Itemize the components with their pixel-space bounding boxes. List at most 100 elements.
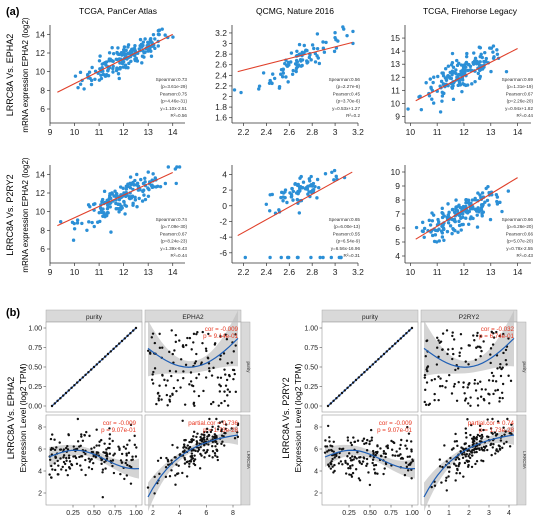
data-point bbox=[507, 337, 510, 340]
data-point bbox=[200, 433, 203, 436]
data-point bbox=[478, 424, 482, 428]
data-point bbox=[288, 191, 292, 195]
data-point bbox=[225, 378, 229, 382]
data-point bbox=[351, 455, 354, 458]
y-tick-label: 4 bbox=[395, 251, 400, 261]
data-point bbox=[475, 460, 479, 463]
data-point bbox=[466, 68, 470, 73]
data-point bbox=[492, 336, 496, 339]
y-tick-label: 14 bbox=[36, 29, 46, 39]
data-point bbox=[368, 365, 372, 369]
data-point bbox=[193, 362, 197, 365]
data-point bbox=[372, 451, 375, 455]
data-point bbox=[286, 60, 291, 65]
stats-text: (p=5.07e-20) bbox=[507, 239, 534, 244]
data-point bbox=[198, 467, 202, 470]
data-point bbox=[134, 455, 138, 458]
data-point bbox=[424, 81, 428, 85]
data-point bbox=[290, 186, 294, 191]
data-point bbox=[439, 229, 444, 233]
data-point bbox=[87, 70, 92, 74]
data-point bbox=[503, 433, 506, 436]
data-point bbox=[264, 202, 269, 206]
data-point bbox=[446, 202, 450, 206]
data-point bbox=[182, 376, 185, 380]
data-point bbox=[337, 255, 342, 260]
data-point bbox=[480, 191, 485, 195]
data-point bbox=[479, 346, 482, 349]
data-point bbox=[492, 392, 495, 396]
data-point bbox=[501, 446, 504, 450]
data-point bbox=[224, 431, 227, 435]
data-point bbox=[476, 404, 480, 407]
data-point bbox=[156, 29, 161, 33]
data-point bbox=[234, 344, 237, 347]
data-point bbox=[183, 439, 186, 442]
data-point bbox=[67, 456, 71, 460]
data-point bbox=[207, 443, 210, 446]
data-point bbox=[182, 443, 186, 446]
data-point bbox=[445, 460, 448, 463]
data-point bbox=[328, 440, 331, 443]
y-axis-label-b-right: Expression Level (log2 TPM) bbox=[293, 363, 303, 472]
data-point bbox=[456, 444, 459, 448]
y-tick-label: -2 bbox=[219, 216, 227, 226]
data-point bbox=[309, 58, 313, 62]
data-point bbox=[474, 358, 477, 361]
data-point bbox=[457, 80, 462, 84]
data-point bbox=[133, 178, 137, 183]
data-point bbox=[340, 448, 344, 451]
data-point bbox=[348, 473, 351, 476]
row-label-a-row2: LRRC8A Vs. P2RY2 bbox=[5, 174, 15, 255]
stats-text: Pearson:0.67 bbox=[160, 231, 188, 236]
data-point bbox=[460, 71, 464, 75]
data-point bbox=[90, 467, 94, 471]
data-point bbox=[182, 370, 185, 373]
row-strip-label: purity bbox=[522, 361, 527, 373]
data-point bbox=[358, 459, 361, 463]
data-point bbox=[373, 468, 376, 471]
data-point bbox=[104, 467, 107, 470]
data-point bbox=[480, 433, 484, 437]
data-point bbox=[174, 370, 178, 373]
data-point bbox=[88, 434, 91, 438]
y-tick-label: 11 bbox=[391, 85, 400, 95]
data-point bbox=[461, 453, 464, 456]
data-point bbox=[78, 70, 83, 75]
data-point bbox=[195, 435, 198, 439]
data-point bbox=[268, 255, 272, 260]
x-tick-label: 1.00 bbox=[129, 510, 143, 517]
data-point bbox=[410, 448, 413, 451]
data-point bbox=[366, 438, 369, 442]
data-point bbox=[297, 211, 302, 215]
stats-text: (p=8.24e-23) bbox=[161, 239, 188, 244]
data-point bbox=[433, 228, 438, 233]
y-tick-label: 10 bbox=[36, 67, 46, 77]
data-point bbox=[214, 454, 217, 457]
data-point bbox=[489, 427, 493, 430]
y-tick-label: 4 bbox=[314, 469, 318, 476]
data-point bbox=[493, 431, 497, 434]
data-point bbox=[498, 448, 502, 451]
row-label-b-left: LRRC8A Vs. EPHA2 bbox=[6, 377, 16, 460]
data-point bbox=[232, 350, 235, 353]
data-point bbox=[51, 468, 54, 471]
data-point bbox=[117, 445, 120, 448]
data-point bbox=[484, 388, 487, 391]
data-point bbox=[438, 110, 443, 114]
data-point bbox=[131, 203, 135, 207]
data-point bbox=[447, 475, 450, 478]
x-tick-label: 2.4 bbox=[260, 267, 272, 277]
data-point bbox=[121, 48, 126, 52]
data-point bbox=[112, 347, 115, 350]
data-point bbox=[177, 464, 180, 467]
data-point bbox=[128, 439, 131, 442]
data-point bbox=[483, 200, 487, 204]
data-point bbox=[62, 448, 66, 451]
regression-line bbox=[57, 33, 173, 93]
data-point bbox=[329, 402, 332, 405]
data-point bbox=[357, 477, 361, 480]
data-point bbox=[102, 189, 107, 194]
data-point bbox=[132, 329, 135, 332]
y-tick-label: 8 bbox=[38, 425, 42, 432]
